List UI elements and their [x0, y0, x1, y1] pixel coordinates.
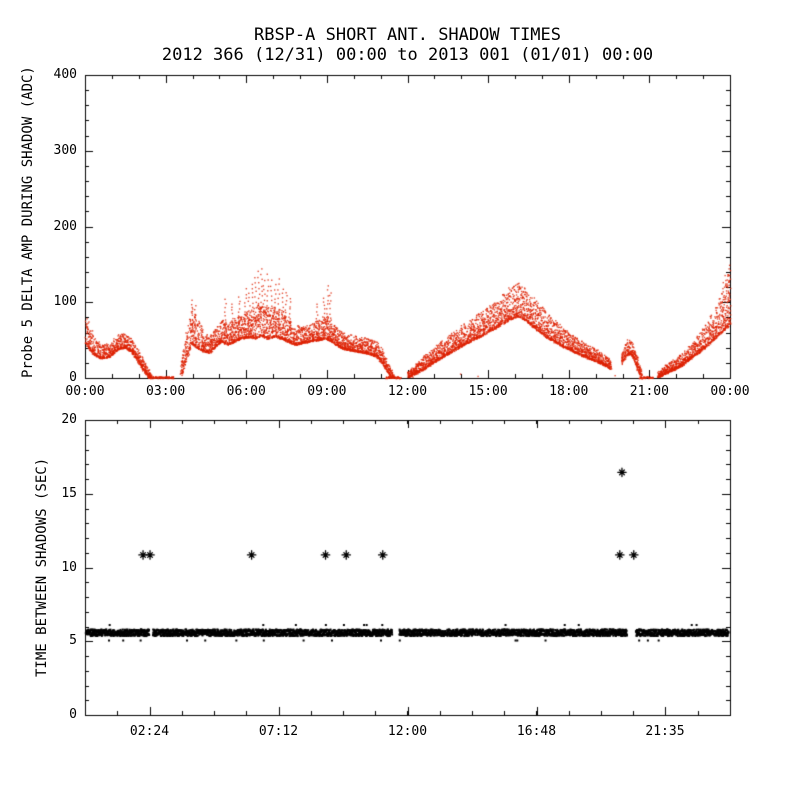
bottom-y-tick-label: 20 — [61, 412, 77, 427]
top-x-tick-label: 15:00 — [468, 384, 508, 399]
top-x-tick-label: 21:00 — [629, 384, 669, 399]
top-x-tick-label: 06:00 — [226, 384, 266, 399]
top-x-tick-label: 00:00 — [710, 384, 750, 399]
bottom-x-tick-label: 16:48 — [516, 724, 557, 739]
bottom-y-tick-label: 5 — [69, 633, 77, 649]
top-x-tick-label: 03:00 — [146, 384, 186, 399]
bottom-x-tick-label: 07:12 — [258, 724, 299, 739]
top-x-tick-label: 18:00 — [549, 384, 589, 399]
top-y-tick-label: 300 — [53, 142, 77, 158]
top-x-tick-label: 12:00 — [387, 384, 428, 399]
chart-subtitle: 2012 366 (12/31) 00:00 to 2013 001 (01/0… — [161, 45, 654, 65]
bottom-x-tick-label: 12:00 — [387, 724, 428, 739]
top-y-tick-label: 100 — [53, 294, 77, 310]
bottom-x-tick-label: 02:24 — [129, 724, 170, 739]
bottom-y-tick-label: 10 — [61, 559, 77, 575]
chart-title: RBSP-A SHORT ANT. SHADOW TIMES — [253, 25, 562, 45]
bottom-y-tick-label: 0 — [69, 707, 77, 722]
top-y-axis-label: Probe 5 DELTA AMP DURING SHADOW (ADC) — [20, 66, 36, 378]
bottom-x-tick-label: 21:35 — [645, 724, 685, 739]
bottom-y-tick-label: 15 — [61, 485, 77, 501]
top-y-tick-label: 400 — [53, 67, 77, 82]
top-y-tick-label: 200 — [53, 218, 77, 234]
top-x-tick-label: 09:00 — [307, 384, 347, 399]
top-x-tick-label: 00:00 — [65, 384, 105, 399]
top-y-tick-label: 0 — [69, 370, 77, 385]
